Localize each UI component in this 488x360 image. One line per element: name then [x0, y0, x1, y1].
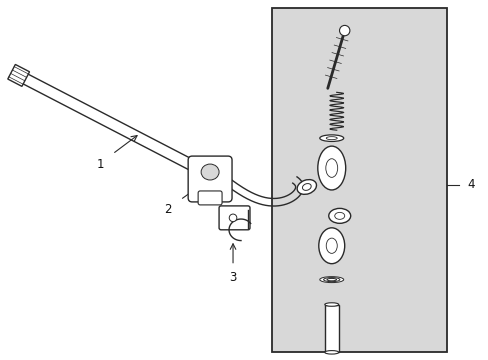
Ellipse shape: [325, 137, 337, 140]
Polygon shape: [8, 64, 29, 86]
Ellipse shape: [201, 164, 219, 180]
Ellipse shape: [326, 278, 336, 281]
Bar: [324, 305, 338, 352]
Circle shape: [339, 26, 349, 36]
Text: 1: 1: [97, 158, 104, 171]
FancyBboxPatch shape: [188, 156, 232, 202]
Ellipse shape: [325, 159, 337, 177]
Ellipse shape: [318, 228, 344, 264]
FancyBboxPatch shape: [198, 191, 222, 205]
Ellipse shape: [328, 208, 350, 223]
Ellipse shape: [324, 303, 338, 306]
Ellipse shape: [317, 146, 345, 190]
Text: 4: 4: [467, 179, 474, 192]
Text: 2: 2: [164, 203, 172, 216]
Ellipse shape: [297, 180, 316, 194]
Ellipse shape: [325, 238, 337, 253]
Ellipse shape: [334, 212, 344, 219]
Bar: [271, 8, 447, 352]
Ellipse shape: [302, 184, 310, 190]
Ellipse shape: [319, 276, 343, 283]
FancyBboxPatch shape: [219, 206, 249, 230]
Ellipse shape: [319, 135, 343, 141]
Circle shape: [229, 214, 236, 222]
Text: 3: 3: [229, 271, 236, 284]
Ellipse shape: [324, 351, 338, 354]
Ellipse shape: [323, 278, 339, 282]
